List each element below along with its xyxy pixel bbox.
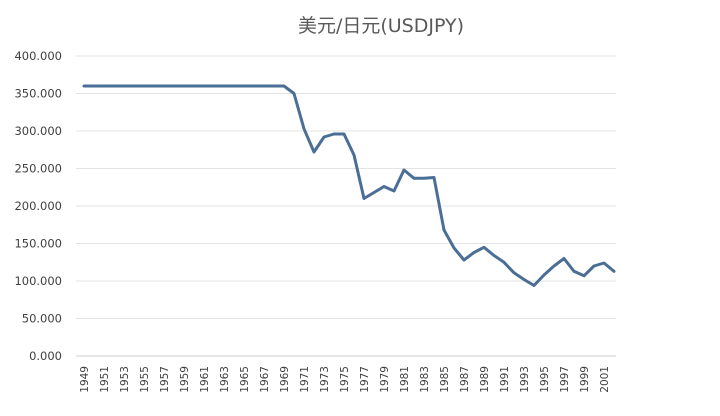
- x-tick-label: 1969: [279, 366, 291, 393]
- x-tick-label: 1955: [139, 366, 151, 393]
- y-tick-label: 400.000: [14, 49, 62, 63]
- y-tick-label: 0.000: [29, 349, 62, 363]
- x-tick-label: 1983: [419, 366, 431, 393]
- x-tick-label: 1989: [479, 366, 491, 393]
- x-tick-label: 1977: [359, 366, 371, 393]
- y-axis-ticks: 0.000 50.000 100.000 150.000 200.000 250.000 3…: [14, 49, 62, 363]
- y-tick-label: 250.000: [14, 162, 62, 176]
- y-tick-label: 300.000: [14, 124, 62, 138]
- x-tick-label: 1981: [399, 366, 411, 393]
- x-tick-label: 2001: [599, 366, 611, 393]
- x-tick-label: 1953: [119, 366, 131, 393]
- x-tick-label: 1957: [159, 366, 171, 393]
- x-tick-label: 1967: [259, 366, 271, 393]
- x-tick-label: 1991: [499, 366, 511, 393]
- x-tick-label: 1971: [299, 366, 311, 393]
- x-tick-label: 1997: [559, 366, 571, 393]
- x-tick-label: 1995: [539, 366, 551, 393]
- y-tick-label: 100.000: [14, 274, 62, 288]
- y-tick-label: 50.000: [22, 312, 62, 326]
- series-line: [82, 84, 616, 287]
- x-tick-label: 1975: [339, 366, 351, 393]
- x-tick-label: 1987: [459, 366, 471, 393]
- x-axis-ticks: 1949 1951 1953 1955 1957 1959 1961 1963 1965 1967…: [79, 366, 611, 393]
- gridlines: [76, 55, 616, 357]
- x-tick-label: 1985: [439, 366, 451, 393]
- chart-title: 美元/日元(USDJPY): [298, 15, 464, 37]
- x-tick-label: 1959: [179, 366, 191, 393]
- x-tick-label: 1965: [239, 366, 251, 393]
- x-tick-label: 1979: [379, 366, 391, 393]
- x-tick-label: 1993: [519, 366, 531, 393]
- x-tick-label: 1951: [99, 366, 111, 393]
- x-tick-label: 1973: [319, 366, 331, 393]
- y-tick-label: 200.000: [14, 199, 62, 213]
- x-tick-label: 1999: [579, 366, 591, 393]
- x-tick-label: 1963: [219, 366, 231, 393]
- series-layer: [82, 84, 616, 287]
- x-tick-label: 1949: [79, 366, 91, 393]
- y-tick-label: 350.000: [14, 87, 62, 101]
- y-tick-label: 150.000: [14, 237, 62, 251]
- x-tick-label: 1961: [199, 366, 211, 393]
